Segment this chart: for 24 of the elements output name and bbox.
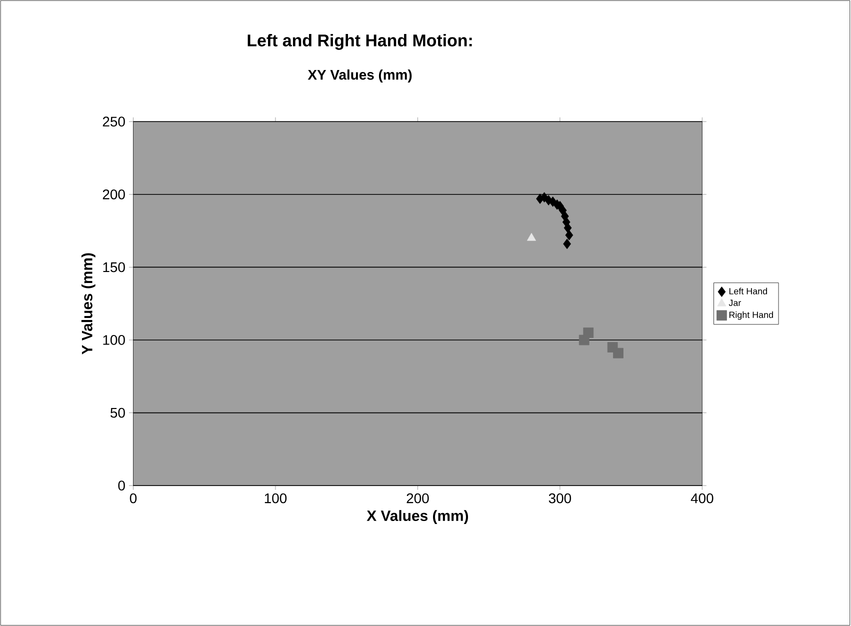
y-tick-label: 0	[118, 480, 125, 491]
y-tick-label: 150	[103, 262, 125, 272]
x-axis-title: X Values (mm)	[366, 510, 468, 524]
point	[565, 230, 574, 240]
point	[583, 328, 594, 338]
point	[563, 238, 571, 250]
x-tick-label: 100	[264, 493, 287, 504]
legend-label: Jar	[728, 300, 742, 306]
legend-label: Right Hand	[729, 311, 773, 320]
x-tick-label: 300	[548, 493, 572, 504]
y-axis-title: Y Values (mm)	[81, 253, 96, 354]
point	[564, 222, 572, 234]
y-tick-label: 50	[110, 408, 125, 418]
y-tick-label: 250	[102, 116, 125, 127]
y-tick-label: 100	[103, 335, 125, 345]
x-tick-label: 200	[406, 493, 429, 504]
point	[526, 232, 536, 241]
chart-title: Left and Right Hand Motion:	[248, 34, 472, 50]
chart-subtitle: XY Values (mm)	[308, 70, 412, 83]
x-tick-label: 0	[130, 493, 137, 504]
y-tick-label: 200	[102, 190, 125, 200]
x-tick-label: 400	[690, 493, 714, 504]
point	[613, 348, 624, 358]
legend-label: Left Hand	[729, 288, 767, 294]
